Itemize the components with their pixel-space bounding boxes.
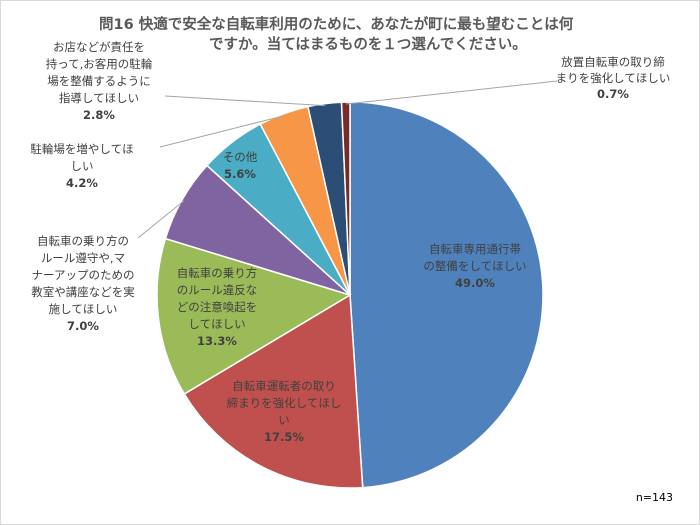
pie-slice [156, 237, 352, 395]
slice-label: その他 5.6% [223, 150, 258, 181]
chart-title: 問16 快適で安全な自転車利用のために、あなたが町に最も望むことは何ですか。当て… [99, 15, 574, 53]
title-line: ですか。当てはまるものを１つ選んでください。 [209, 35, 527, 53]
leader-line [345, 80, 558, 105]
sample-size-label: n=143 [636, 491, 673, 504]
pie-slice [349, 101, 544, 489]
leader-line [164, 95, 325, 107]
leader-lines [137, 80, 558, 239]
slice-label: 自転車運転者の取り締まりを強化してほしい 17.5% [227, 379, 342, 444]
slice-label: 自転車の乗り方のルール遵守や,マナーアップのための教室や講座などを実施してほしい… [31, 234, 135, 333]
slice-label: 自転車の乗り方のルール違反などの注意喚起をしてほしい 13.3% [177, 266, 258, 348]
slice-label: お店などが責任を持って,お客用の駐輪場を整備するように指導してほしい 2.8% [46, 40, 153, 122]
leader-line [137, 200, 185, 239]
title-line: 問16 快適で安全な自転車利用のために、あなたが町に最も望むことは何 [99, 15, 574, 33]
pie-slices [156, 101, 544, 489]
slice-label: 放置自転車の取り締まりを強化してほしい 0.7% [556, 55, 671, 101]
slice-labels: 自転車専用通行帯の整備をしてほしい 49.0% 自転車運転者の取り締まりを強化してほ… [30, 40, 670, 444]
slice-label: 駐輪場を増やしてほしい 4.2% [30, 142, 133, 190]
slice-label: 自転車専用通行帯の整備をしてほしい 49.0% [423, 242, 526, 290]
leader-line [159, 115, 285, 148]
pie-slice [183, 293, 364, 489]
pie-slice [340, 101, 351, 296]
